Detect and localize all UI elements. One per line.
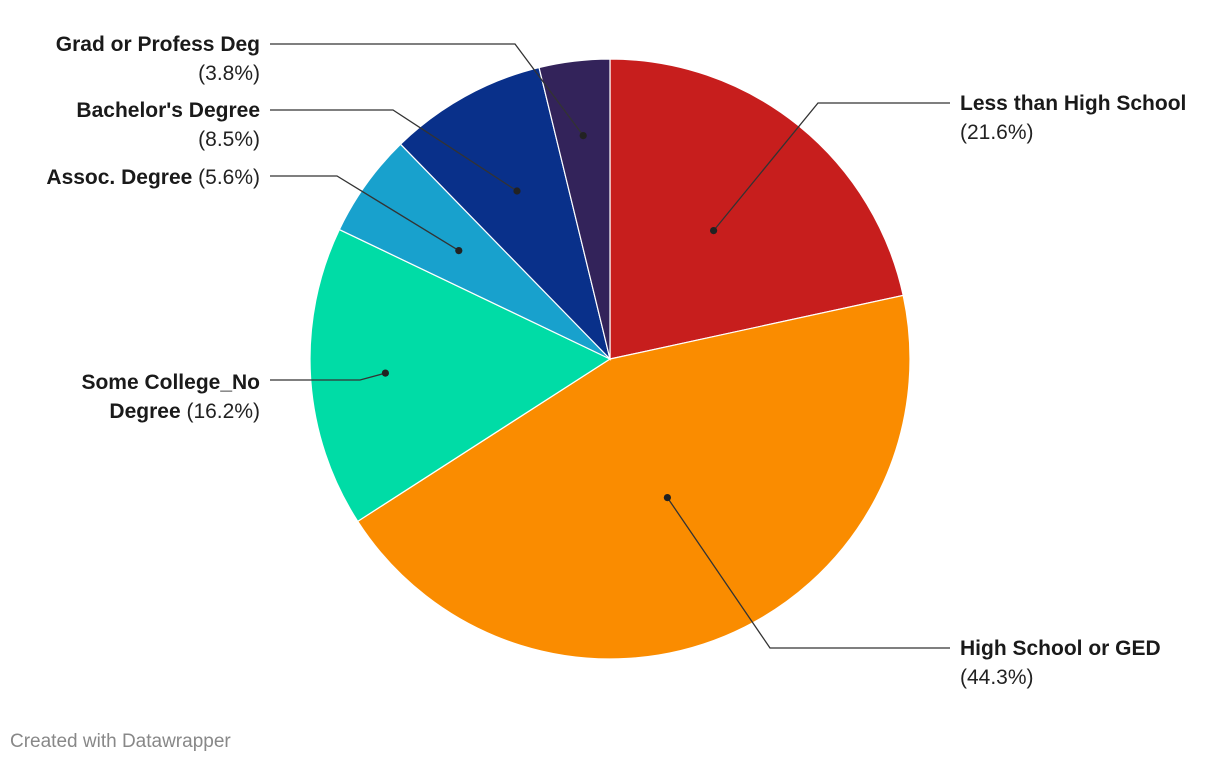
slice-label-some-college-no-degree: Some College_No [81,371,260,394]
slice-label-bachelor-s-degree: Bachelor's Degree [76,99,260,122]
pie-slices [310,59,910,659]
slice-label-less-than-high-school: Less than High School [960,92,1186,115]
slice-value-less-than-high-school: (21.6%) [960,121,1034,144]
slice-label-grad-or-profess-deg: Grad or Profess Deg [56,33,260,56]
slice-value-high-school-or-ged: (44.3%) [960,666,1034,689]
leader-dot-high-school-or-ged [664,494,671,501]
slice-value-bachelor-s-degree: (8.5%) [198,128,260,151]
leader-dot-less-than-high-school [710,227,717,234]
slice-label-some-college-no-degree-line2: Degree (16.2%) [109,400,260,423]
leader-dot-grad-or-profess-deg [580,132,587,139]
slice-label-assoc-degree: Assoc. Degree (5.6%) [46,166,260,189]
slice-label-high-school-or-ged: High School or GED [960,637,1161,660]
leader-dot-assoc-degree [455,247,462,254]
leader-dot-some-college-no-degree [382,370,389,377]
slice-value-grad-or-profess-deg: (3.8%) [198,62,260,85]
leader-dot-bachelor-s-degree [513,187,520,194]
datawrapper-credit: Created with Datawrapper [10,731,231,753]
